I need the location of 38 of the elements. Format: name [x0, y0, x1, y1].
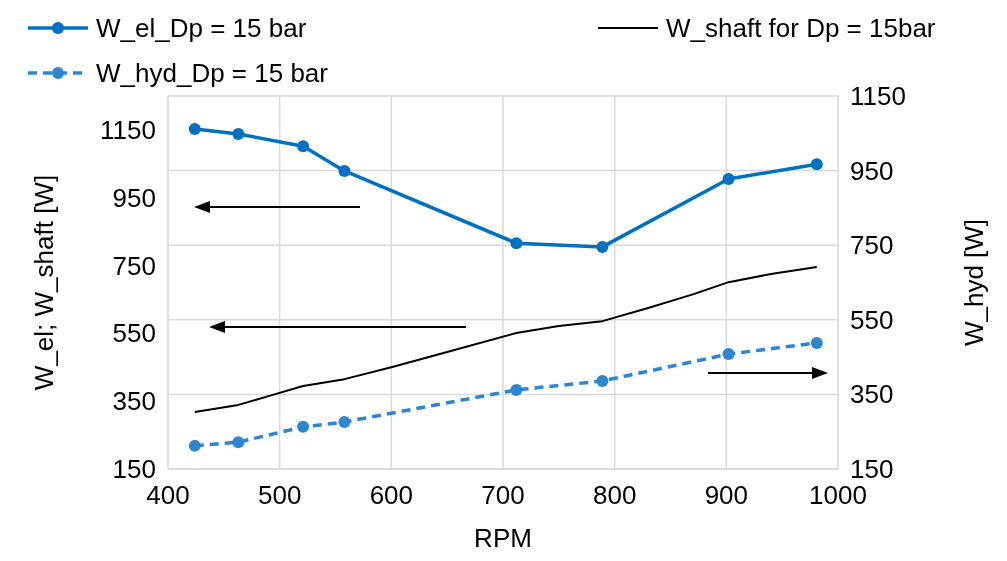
y2-tick-label: 550 — [850, 304, 894, 335]
point — [810, 158, 823, 171]
point — [722, 173, 735, 186]
y-axis-title: W_el; W_shaft [W] — [29, 174, 59, 391]
y-tick-label: 750 — [112, 250, 156, 281]
y-tick-label: 550 — [112, 318, 156, 349]
x-tick-label: 600 — [369, 480, 414, 510]
y-tick-label: 350 — [112, 386, 156, 417]
y2-tick-label: 950 — [850, 155, 894, 186]
point — [596, 240, 609, 253]
x-tick-label: 700 — [481, 480, 525, 510]
point — [338, 164, 351, 177]
x-tick-label: 500 — [257, 480, 302, 510]
legend-label: W_hyd_Dp = 15 bar — [96, 58, 329, 88]
y2-tick-label: 350 — [850, 379, 894, 410]
point — [338, 416, 351, 428]
legend-label: W_el_Dp = 15 bar — [96, 13, 307, 43]
legend-label: W_shaft for Dp = 15bar — [666, 13, 936, 43]
x-tick-label: 800 — [592, 480, 637, 510]
point — [232, 127, 245, 140]
y2-tick-label: 750 — [850, 230, 894, 261]
point — [596, 374, 609, 387]
point — [510, 383, 523, 396]
x-axis-title: RPM — [474, 523, 532, 553]
point — [810, 336, 823, 349]
point — [188, 439, 201, 452]
point — [188, 122, 201, 135]
y2-tick-label: 1150 — [850, 81, 906, 111]
point — [722, 348, 735, 361]
point — [232, 436, 245, 449]
point — [297, 420, 310, 433]
line-series — [193, 265, 818, 414]
point — [297, 140, 310, 153]
point — [510, 237, 523, 250]
x-tick-label: 900 — [704, 480, 749, 510]
y-tick-label: 950 — [112, 182, 156, 213]
y2-axis-title: W_hyd [W] — [959, 218, 989, 347]
y-tick-label: 1150 — [100, 114, 156, 145]
